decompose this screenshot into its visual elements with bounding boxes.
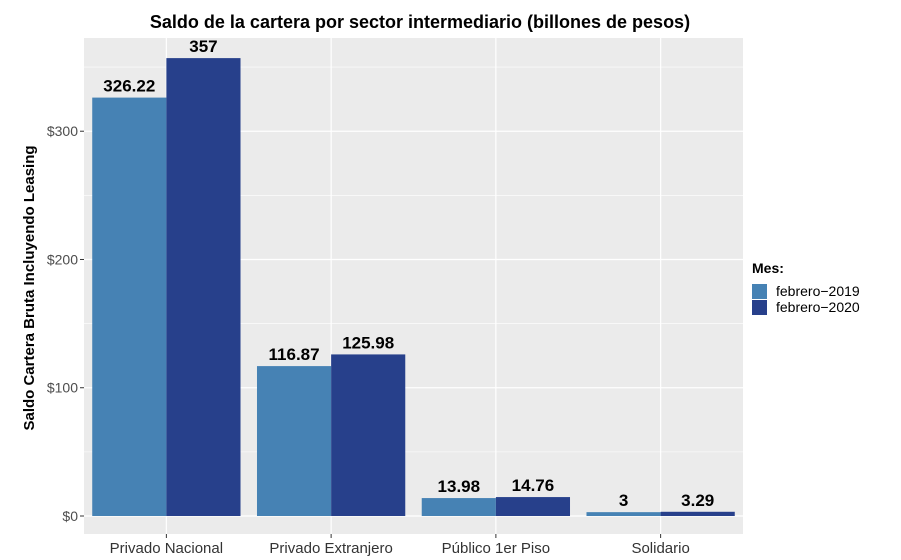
- y-tick-label: $100: [47, 380, 78, 396]
- data-label: 116.87: [269, 345, 320, 364]
- y-axis-label: Saldo Cartera Bruta Incluyendo Leasing: [21, 145, 38, 430]
- bar: [660, 511, 735, 516]
- bar: [331, 354, 406, 516]
- y-axis: $0 $100 $200 $300: [47, 123, 84, 524]
- x-axis: Privado Nacional Privado Extranjero Públic…: [110, 534, 690, 557]
- bar: [256, 366, 332, 516]
- data-label: 357: [189, 37, 217, 56]
- y-tick-label: $200: [47, 251, 78, 267]
- legend-title: Mes:: [752, 260, 784, 276]
- legend-key: [752, 300, 767, 315]
- data-labels: 326.22 357 116.87 125.98 13.98 14.76 3 3.29: [103, 37, 714, 510]
- data-label: 3: [619, 491, 628, 510]
- data-label: 14.76: [512, 476, 555, 495]
- x-tick-label: Público 1er Piso: [442, 540, 550, 557]
- legend-label: febrero−2019: [776, 283, 860, 299]
- y-tick-label: $0: [62, 508, 78, 524]
- x-tick-label: Solidario: [631, 540, 689, 557]
- bar: [421, 498, 496, 516]
- bars: [92, 58, 735, 517]
- bar: [166, 58, 241, 516]
- legend-key: [752, 284, 767, 299]
- data-label: 125.98: [342, 333, 394, 352]
- data-label: 13.98: [438, 477, 481, 496]
- x-tick-label: Privado Nacional: [110, 540, 223, 557]
- bar: [586, 512, 661, 516]
- data-label: 3.29: [681, 491, 714, 510]
- y-tick-label: $300: [47, 123, 78, 139]
- data-label: 326.22: [103, 77, 155, 96]
- legend-label: febrero−2020: [776, 299, 860, 315]
- chart-title: Saldo de la cartera por sector intermedi…: [150, 12, 690, 32]
- bar: [495, 497, 571, 516]
- bar: [92, 97, 167, 517]
- x-tick-label: Privado Extranjero: [269, 540, 392, 557]
